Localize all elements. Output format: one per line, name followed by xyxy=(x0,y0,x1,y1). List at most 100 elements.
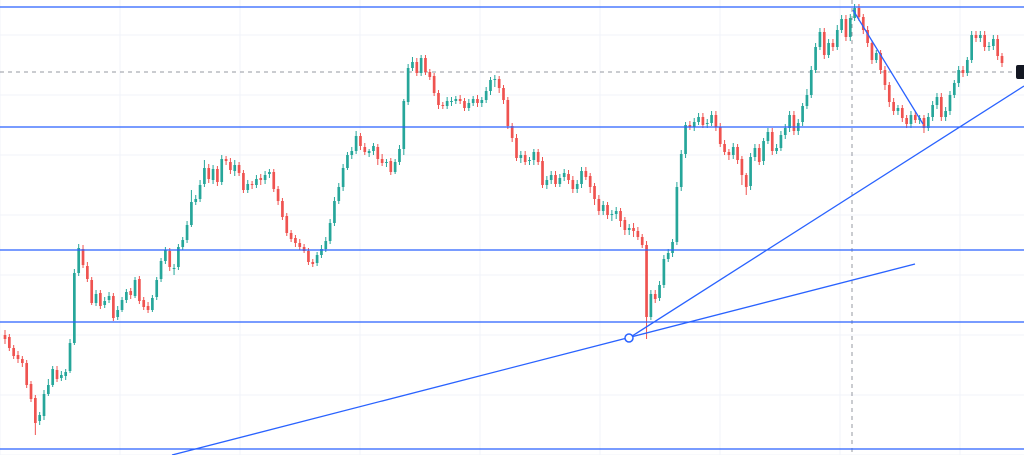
candle-body xyxy=(580,171,583,184)
candle xyxy=(190,190,193,227)
candle-body xyxy=(684,125,687,154)
candle-body xyxy=(328,223,332,241)
candle-body xyxy=(77,248,81,273)
candle xyxy=(731,143,735,159)
candle-body xyxy=(900,108,904,118)
candle-body xyxy=(528,160,531,161)
candle xyxy=(445,97,449,109)
candle xyxy=(398,145,401,165)
candle-body xyxy=(424,58,427,72)
candle-body xyxy=(402,101,406,149)
candle-body xyxy=(29,384,33,399)
candle xyxy=(471,96,475,106)
candle xyxy=(961,66,965,77)
candle-body xyxy=(575,184,579,189)
candle-body xyxy=(497,79,501,88)
trendlines[interactable] xyxy=(171,9,1024,455)
candle-body xyxy=(60,375,63,378)
candle-body xyxy=(99,293,102,306)
candle-body xyxy=(233,165,237,171)
trendline-long-trend[interactable] xyxy=(171,263,916,455)
candle-body xyxy=(359,136,362,146)
candle-body xyxy=(905,118,908,124)
candle xyxy=(519,151,523,163)
candle xyxy=(99,290,102,309)
candle xyxy=(649,290,653,320)
candle-body xyxy=(112,296,115,318)
candle-body xyxy=(142,300,146,307)
candle xyxy=(94,290,98,306)
candle xyxy=(900,105,904,122)
candle xyxy=(996,35,1000,60)
candle-body xyxy=(298,243,302,247)
candle-body xyxy=(103,301,107,305)
candle xyxy=(138,276,141,304)
candle xyxy=(805,89,809,109)
candle-body xyxy=(536,152,540,162)
candle xyxy=(562,169,566,181)
candle-body xyxy=(493,79,497,80)
candle-body xyxy=(549,175,553,180)
candle xyxy=(16,351,20,363)
candle-body xyxy=(73,273,76,343)
trendline-trend-b[interactable] xyxy=(628,85,1024,339)
candle xyxy=(285,213,289,236)
candle xyxy=(801,103,804,126)
candle-body xyxy=(437,93,440,105)
candle-body xyxy=(887,85,891,102)
candle xyxy=(255,175,258,188)
drawing-anchors[interactable] xyxy=(624,333,634,343)
candle-body xyxy=(463,101,466,108)
candle xyxy=(861,14,865,34)
candle xyxy=(653,290,657,303)
candle xyxy=(636,227,640,240)
candle xyxy=(229,158,232,174)
candle xyxy=(47,379,50,396)
candle xyxy=(224,156,228,165)
candle-body xyxy=(727,152,731,155)
trendline-anchor-handle[interactable] xyxy=(624,333,634,343)
candle xyxy=(246,180,250,193)
candle xyxy=(51,366,55,387)
candle xyxy=(952,80,956,98)
candle xyxy=(714,111,718,131)
candle-body xyxy=(844,19,848,37)
candle xyxy=(614,207,618,219)
trendline-pullback-line[interactable] xyxy=(852,9,924,125)
candle-body xyxy=(931,105,934,117)
candle xyxy=(315,252,319,266)
candle-body xyxy=(172,268,176,269)
candle-body xyxy=(146,306,150,310)
candle-body xyxy=(666,253,670,259)
candle xyxy=(458,95,462,104)
candle-body xyxy=(710,115,713,123)
candle xyxy=(112,293,115,321)
candle-body xyxy=(55,370,59,379)
horizontal-levels[interactable] xyxy=(0,6,1024,450)
candle xyxy=(935,93,939,109)
candle xyxy=(155,277,159,300)
candle-body xyxy=(506,100,510,126)
candle xyxy=(584,167,588,180)
candle-body xyxy=(164,250,167,261)
candle-body xyxy=(7,337,11,348)
candle xyxy=(476,95,479,107)
candle-body xyxy=(467,103,471,108)
candle xyxy=(684,122,687,158)
candle-body xyxy=(107,296,111,300)
candle-body xyxy=(584,171,588,177)
candle-body xyxy=(922,118,926,128)
candle-body xyxy=(502,88,505,100)
candle-body xyxy=(705,123,709,124)
candle-body xyxy=(203,168,206,184)
candle-body xyxy=(896,108,900,111)
candle-body xyxy=(33,398,37,423)
candle-body xyxy=(246,184,250,190)
candle xyxy=(172,264,176,275)
candle-body xyxy=(363,147,367,152)
candle-body xyxy=(380,159,384,163)
